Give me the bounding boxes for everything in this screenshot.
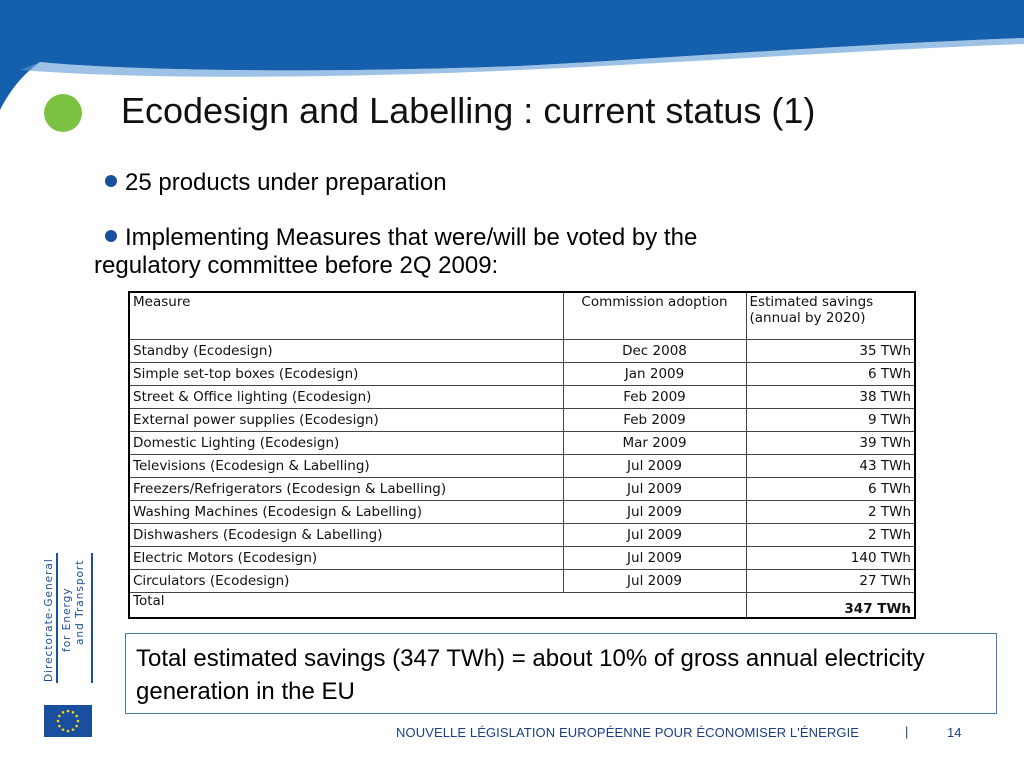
cell-savings: 9 TWh <box>745 407 916 432</box>
logo-text-line: Directorate-General <box>43 558 55 682</box>
cell-savings: 140 TWh <box>745 545 916 570</box>
cell-savings: 6 TWh <box>745 361 916 386</box>
cell-adoption: Mar 2009 <box>562 430 747 455</box>
footer-separator: | <box>905 724 909 739</box>
cell-measure: Standby (Ecodesign) <box>128 338 564 363</box>
bullet-dot-icon <box>105 175 117 187</box>
cell-savings: 2 TWh <box>745 522 916 547</box>
table-row: Street & Office lighting (Ecodesign) Feb … <box>128 384 916 409</box>
table-row: Standby (Ecodesign) Dec 2008 35 TWh <box>128 338 916 363</box>
table-row: External power supplies (Ecodesign) Feb 2… <box>128 407 916 432</box>
slide-title: Ecodesign and Labelling : current status… <box>121 90 816 131</box>
cell-savings: 27 TWh <box>745 568 916 593</box>
eu-star-icon <box>58 724 61 728</box>
eu-star-icon <box>66 729 70 733</box>
cell-adoption: Jul 2009 <box>562 568 747 593</box>
cell-savings: 2 TWh <box>745 499 916 524</box>
cell-adoption: Jul 2009 <box>562 476 747 501</box>
cell-savings: 6 TWh <box>745 476 916 501</box>
cell-measure: Circulators (Ecodesign) <box>128 568 564 593</box>
total-value: 347 TWh <box>745 591 916 619</box>
cell-adoption: Jul 2009 <box>562 453 747 478</box>
header-swoosh <box>0 0 1024 110</box>
eu-star-icon <box>75 714 78 718</box>
eu-star-icon <box>61 728 65 731</box>
eu-star-icon <box>56 719 60 723</box>
logo-rule <box>56 553 58 683</box>
eu-star-icon <box>76 719 80 723</box>
footer-text: NOUVELLE LÉGISLATION EUROPÉENNE POUR ÉCO… <box>396 725 860 740</box>
title-bullet-icon <box>44 94 82 132</box>
cell-measure: Dishwashers (Ecodesign & Labelling) <box>128 522 564 547</box>
table-row: Dishwashers (Ecodesign & Labelling) Jul 2… <box>128 522 916 547</box>
table-row: Freezers/Refrigerators (Ecodesign & Labe… <box>128 476 916 501</box>
logo-text-line: and Transport <box>74 559 86 645</box>
table-row: Circulators (Ecodesign) Jul 2009 27 TWh <box>128 568 916 593</box>
eu-star-icon <box>75 724 78 728</box>
bullet-item: Implementing Measures that were/will be … <box>105 224 697 252</box>
cell-savings: 43 TWh <box>745 453 916 478</box>
cell-measure: Simple set-top boxes (Ecodesign) <box>128 361 564 386</box>
eu-star-icon <box>71 711 75 714</box>
bullet-dot-icon <box>105 230 117 242</box>
eu-flag-icon <box>44 705 92 737</box>
cell-measure: Washing Machines (Ecodesign & Labelling) <box>128 499 564 524</box>
eu-star-icon <box>61 711 65 714</box>
cell-measure: Freezers/Refrigerators (Ecodesign & Labe… <box>128 476 564 501</box>
page-number: 14 <box>947 725 962 740</box>
cell-measure: External power supplies (Ecodesign) <box>128 407 564 432</box>
logo-rule <box>91 553 93 683</box>
cell-measure: Televisions (Ecodesign & Labelling) <box>128 453 564 478</box>
header-commission-adoption: Commission adoption <box>562 291 747 340</box>
cell-savings: 35 TWh <box>745 338 916 363</box>
table-total-row: Total 347 TWh <box>128 591 916 619</box>
measures-table: Measure Commission adoption Estimated sa… <box>128 291 916 619</box>
table-row: Washing Machines (Ecodesign & Labelling)… <box>128 499 916 524</box>
cell-measure: Domestic Lighting (Ecodesign) <box>128 430 564 455</box>
summary-box: Total estimated savings (347 TWh) = abou… <box>125 633 997 714</box>
cell-adoption: Feb 2009 <box>562 384 747 409</box>
bullet-continuation: regulatory committee before 2Q 2009: <box>94 252 499 279</box>
eu-star-icon <box>71 728 75 731</box>
cell-adoption: Jul 2009 <box>562 545 747 570</box>
bullet-item: 25 products under preparation <box>105 169 447 197</box>
cell-savings: 39 TWh <box>745 430 916 455</box>
header-measure: Measure <box>128 291 564 340</box>
cell-adoption: Jul 2009 <box>562 522 747 547</box>
cell-measure: Electric Motors (Ecodesign) <box>128 545 564 570</box>
table-row: Simple set-top boxes (Ecodesign) Jan 2009… <box>128 361 916 386</box>
bullet-text: 25 products under preparation <box>125 169 447 196</box>
bullet-text: Implementing Measures that were/will be … <box>125 224 698 251</box>
table-row: Televisions (Ecodesign & Labelling) Jul 2… <box>128 453 916 478</box>
cell-adoption: Dec 2008 <box>562 338 747 363</box>
cell-adoption: Jul 2009 <box>562 499 747 524</box>
total-label: Total <box>128 591 747 619</box>
logo-text-line: for Energy <box>61 587 73 652</box>
table-row: Domestic Lighting (Ecodesign) Mar 2009 39 … <box>128 430 916 455</box>
cell-measure: Street & Office lighting (Ecodesign) <box>128 384 564 409</box>
table-header-row: Measure Commission adoption Estimated sa… <box>128 291 916 340</box>
cell-savings: 38 TWh <box>745 384 916 409</box>
cell-adoption: Jan 2009 <box>562 361 747 386</box>
table-body: Standby (Ecodesign) Dec 2008 35 TWh Simple … <box>128 338 916 593</box>
eu-star-icon <box>58 714 61 718</box>
table-row: Electric Motors (Ecodesign) Jul 2009 140 T… <box>128 545 916 570</box>
eu-star-icon <box>66 709 70 713</box>
header-estimated-savings: Estimated savings (annual by 2020) <box>745 291 916 340</box>
cell-adoption: Feb 2009 <box>562 407 747 432</box>
